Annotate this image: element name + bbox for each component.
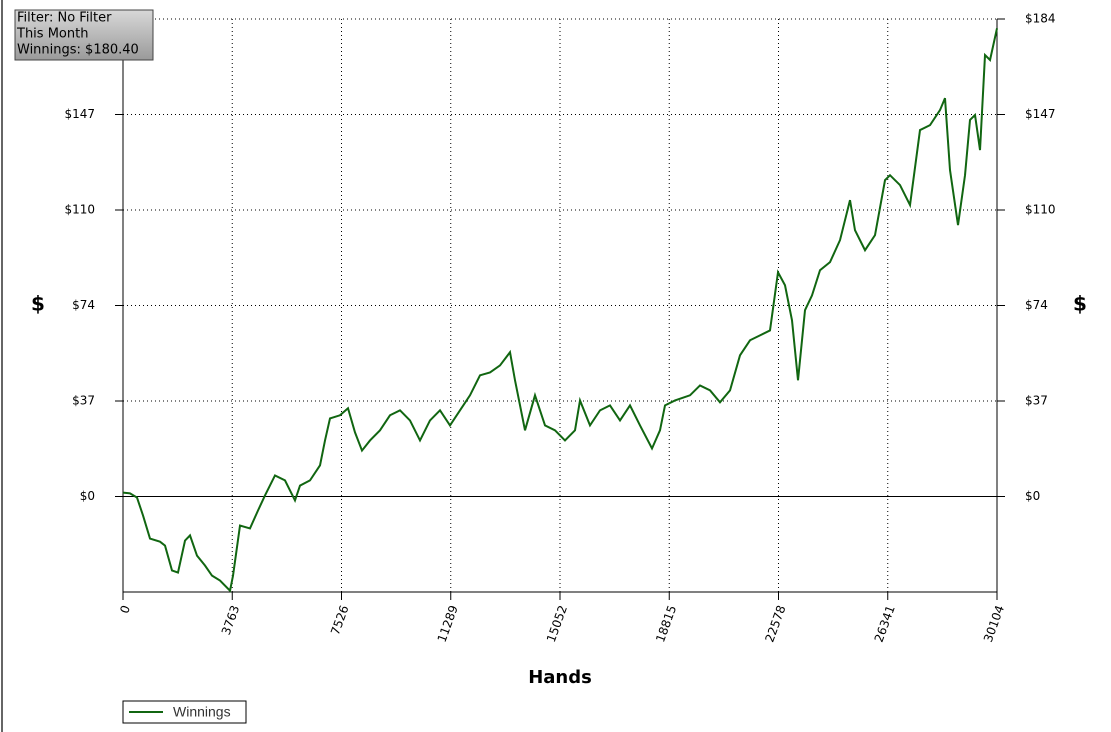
y2-tick-label: $110 <box>1025 203 1056 217</box>
y2-axis-label: $ <box>1073 292 1087 316</box>
info-line: Filter: No Filter <box>17 11 112 26</box>
y2-tick-label: $184 <box>1025 12 1056 26</box>
info-box <box>14 9 154 61</box>
x-axis-label: Hands <box>528 667 592 688</box>
legend-box <box>122 700 247 724</box>
info-line: Winnings: $180.40 <box>17 43 139 58</box>
line-series <box>122 28 998 593</box>
y-tick-label: $74 <box>72 298 95 312</box>
y-tick-label: $147 <box>64 107 95 121</box>
y2-tick-label: $147 <box>1025 107 1056 121</box>
info-line: This Month <box>16 27 88 42</box>
y2-tick-label: $37 <box>1025 394 1048 408</box>
y2-tick-label: $74 <box>1025 298 1048 312</box>
y-tick-label: $110 <box>64 203 95 217</box>
legend-label: Winnings <box>173 704 231 720</box>
y-tick-label: $37 <box>72 394 95 408</box>
x-tick-label: 0 <box>117 603 133 615</box>
y-axis-label: $ <box>31 292 45 316</box>
y-tick-label: $0 <box>80 489 95 503</box>
y2-tick-label: $0 <box>1025 489 1040 503</box>
